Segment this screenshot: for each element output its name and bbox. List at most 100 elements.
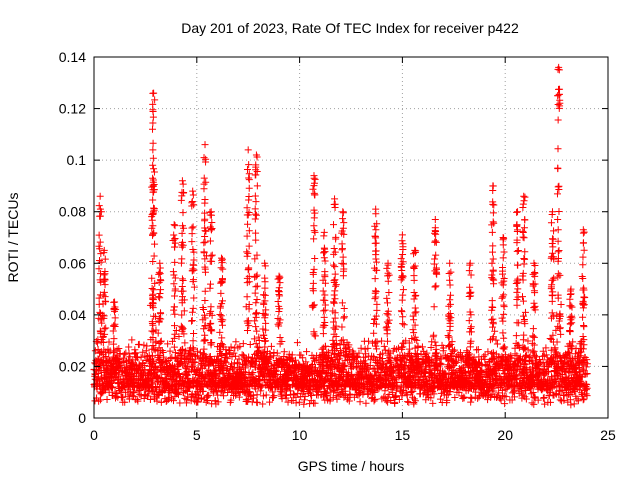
data-point <box>373 258 381 266</box>
data-point <box>242 354 250 362</box>
data-point <box>392 360 400 368</box>
data-point <box>500 343 508 351</box>
data-point <box>508 354 516 362</box>
data-point <box>156 264 164 272</box>
data-point <box>499 264 507 272</box>
y-tick-label: 0.1 <box>67 152 87 168</box>
data-point <box>208 251 216 259</box>
data-point <box>188 308 196 316</box>
data-point <box>119 368 127 376</box>
data-point <box>500 367 508 375</box>
data-point <box>139 348 147 356</box>
data-point <box>152 383 160 391</box>
data-point <box>337 337 345 345</box>
data-point <box>521 193 529 201</box>
data-point <box>311 228 319 236</box>
data-point <box>515 356 523 364</box>
data-point <box>347 372 355 380</box>
data-point <box>371 232 379 240</box>
data-point <box>175 370 183 378</box>
data-point <box>194 383 202 391</box>
data-point <box>205 391 213 399</box>
data-point <box>253 251 261 259</box>
data-point <box>150 312 158 320</box>
y-tick-label: 0.14 <box>59 49 86 65</box>
data-point <box>201 209 209 217</box>
data-point <box>578 272 586 280</box>
data-point <box>149 222 157 230</box>
data-point <box>201 311 209 319</box>
data-point <box>567 316 575 324</box>
data-point <box>252 340 260 348</box>
data-point <box>543 378 551 386</box>
data-point <box>467 271 475 279</box>
data-point <box>149 161 157 169</box>
data-point <box>399 246 407 254</box>
data-point <box>252 313 260 321</box>
data-point <box>171 292 179 300</box>
data-point <box>568 312 576 320</box>
data-point <box>96 212 104 220</box>
data-point <box>253 391 261 399</box>
data-point <box>408 383 416 391</box>
data-point <box>248 360 256 368</box>
data-point <box>447 268 455 276</box>
data-point <box>311 332 319 340</box>
data-point <box>515 319 523 327</box>
data-point <box>542 344 550 352</box>
data-point <box>566 328 574 336</box>
data-point <box>317 383 325 391</box>
data-point <box>555 317 563 325</box>
data-point <box>409 387 417 395</box>
data-point <box>521 248 529 256</box>
data-point <box>188 198 196 206</box>
data-point <box>280 373 288 381</box>
data-point <box>499 234 507 241</box>
data-point <box>201 141 209 149</box>
data-point <box>371 339 379 347</box>
data-point <box>415 376 423 384</box>
data-point <box>148 362 156 370</box>
data-point <box>403 381 411 389</box>
data-point <box>372 226 380 234</box>
data-point <box>575 349 583 357</box>
data-point <box>513 247 521 255</box>
data-point <box>137 381 145 389</box>
data-point <box>133 396 141 404</box>
data-point <box>536 381 544 389</box>
data-point <box>115 344 123 352</box>
data-point <box>488 259 496 267</box>
data-point <box>366 375 374 383</box>
data-point <box>320 313 328 321</box>
data-point <box>465 383 473 391</box>
data-point <box>197 373 205 381</box>
data-point <box>340 341 348 349</box>
data-point <box>382 363 390 371</box>
data-point <box>250 335 258 343</box>
data-point <box>274 320 282 328</box>
data-point <box>547 219 555 227</box>
data-point <box>540 365 548 373</box>
data-point <box>150 296 158 304</box>
data-point <box>339 260 347 268</box>
data-point <box>574 374 582 382</box>
data-point <box>346 391 354 399</box>
data-point <box>573 395 581 403</box>
data-point <box>520 315 528 323</box>
data-point <box>261 310 269 318</box>
data-point <box>521 308 529 316</box>
data-point <box>408 353 416 361</box>
data-point <box>520 192 528 200</box>
data-point <box>230 376 238 384</box>
data-point <box>231 375 239 383</box>
data-point <box>211 397 219 405</box>
data-point <box>245 161 253 169</box>
data-point <box>466 289 474 297</box>
data-point <box>166 372 174 380</box>
data-point <box>530 299 538 307</box>
data-point <box>579 239 587 247</box>
data-point <box>529 389 537 397</box>
data-point <box>329 336 337 344</box>
data-point <box>529 367 537 375</box>
data-point <box>155 293 163 301</box>
